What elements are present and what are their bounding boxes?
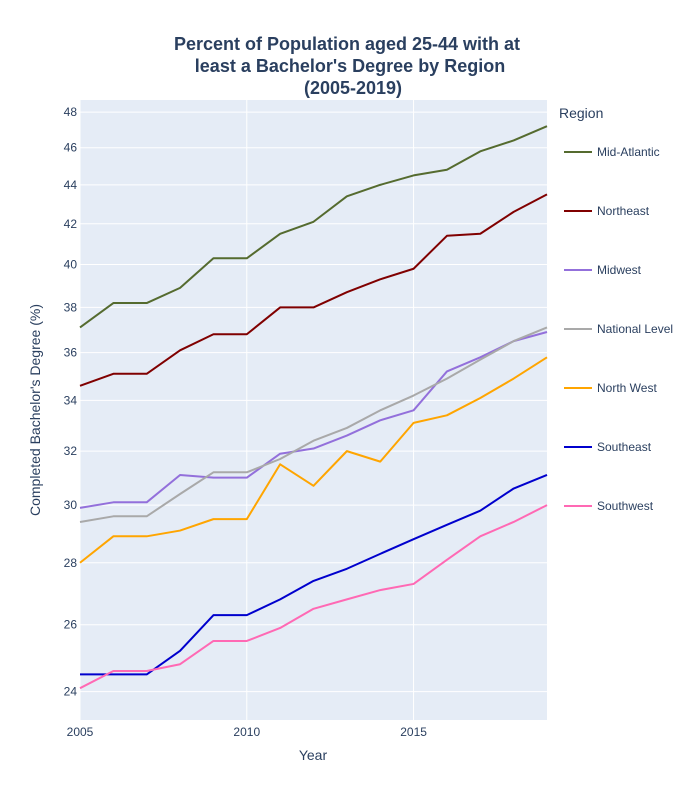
- plot-area: [80, 100, 547, 720]
- chart-title-line-3: (2005-2019): [304, 78, 402, 98]
- x-axis-title: Year: [299, 747, 328, 763]
- series-line-midwest[interactable]: [79, 331, 548, 509]
- y-tick-label: 42: [64, 217, 78, 231]
- y-tick-label: 44: [64, 178, 78, 192]
- series-line-mid-atlantic[interactable]: [79, 125, 548, 329]
- y-tick-label: 24: [64, 685, 78, 699]
- y-tick-label: 28: [64, 556, 78, 570]
- legend-label: Southwest: [597, 499, 654, 513]
- series-line-southeast[interactable]: [80, 474, 548, 676]
- y-tick-label: 26: [64, 618, 78, 632]
- y-tick-label: 38: [64, 300, 78, 314]
- legend: Mid-Atlantic Northeast Midwest National Lev…: [564, 145, 673, 513]
- x-tick-label: 2005: [67, 725, 94, 739]
- y-tick-label: 36: [64, 346, 78, 360]
- legend-item-national-level[interactable]: National Level: [564, 322, 673, 336]
- series-lines: [79, 125, 548, 690]
- y-axis-title: Completed Bachelor's Degree (%): [27, 304, 43, 516]
- x-axis-ticks: 2005 2010 2015: [67, 725, 428, 739]
- y-tick-label: 46: [64, 141, 78, 155]
- x-tick-label: 2010: [233, 725, 260, 739]
- y-tick-label: 30: [64, 498, 78, 512]
- legend-label: National Level: [597, 322, 673, 336]
- legend-label: Northeast: [597, 204, 650, 218]
- y-axis-ticks: 24 26 28 30 32 34 36 38 40 42 44 46 48: [64, 105, 78, 699]
- series-line-national-level[interactable]: [79, 326, 548, 523]
- legend-item-northeast[interactable]: Northeast: [564, 204, 650, 218]
- series-line-north-west[interactable]: [79, 356, 548, 564]
- legend-label: Southeast: [597, 440, 652, 454]
- legend-item-midwest[interactable]: Midwest: [564, 263, 642, 277]
- legend-item-southeast[interactable]: Southeast: [564, 440, 652, 454]
- series-line-northeast[interactable]: [79, 193, 548, 387]
- legend-label: Mid-Atlantic: [597, 145, 660, 159]
- gridlines: [79, 100, 547, 720]
- legend-item-mid-atlantic[interactable]: Mid-Atlantic: [564, 145, 660, 159]
- y-tick-label: 32: [64, 444, 78, 458]
- legend-label: North West: [597, 381, 657, 395]
- legend-item-southwest[interactable]: Southwest: [564, 499, 654, 513]
- chart-title-line-1: Percent of Population aged 25-44 with at: [174, 34, 520, 54]
- x-tick-label: 2015: [400, 725, 427, 739]
- y-tick-label: 40: [64, 258, 78, 272]
- chart-title-line-2: least a Bachelor's Degree by Region: [195, 56, 505, 76]
- legend-title: Region: [559, 105, 603, 121]
- legend-label: Midwest: [597, 263, 642, 277]
- y-tick-label: 34: [64, 393, 78, 407]
- legend-item-north-west[interactable]: North West: [564, 381, 657, 395]
- series-line-southwest[interactable]: [79, 504, 548, 690]
- y-tick-label: 48: [64, 105, 78, 119]
